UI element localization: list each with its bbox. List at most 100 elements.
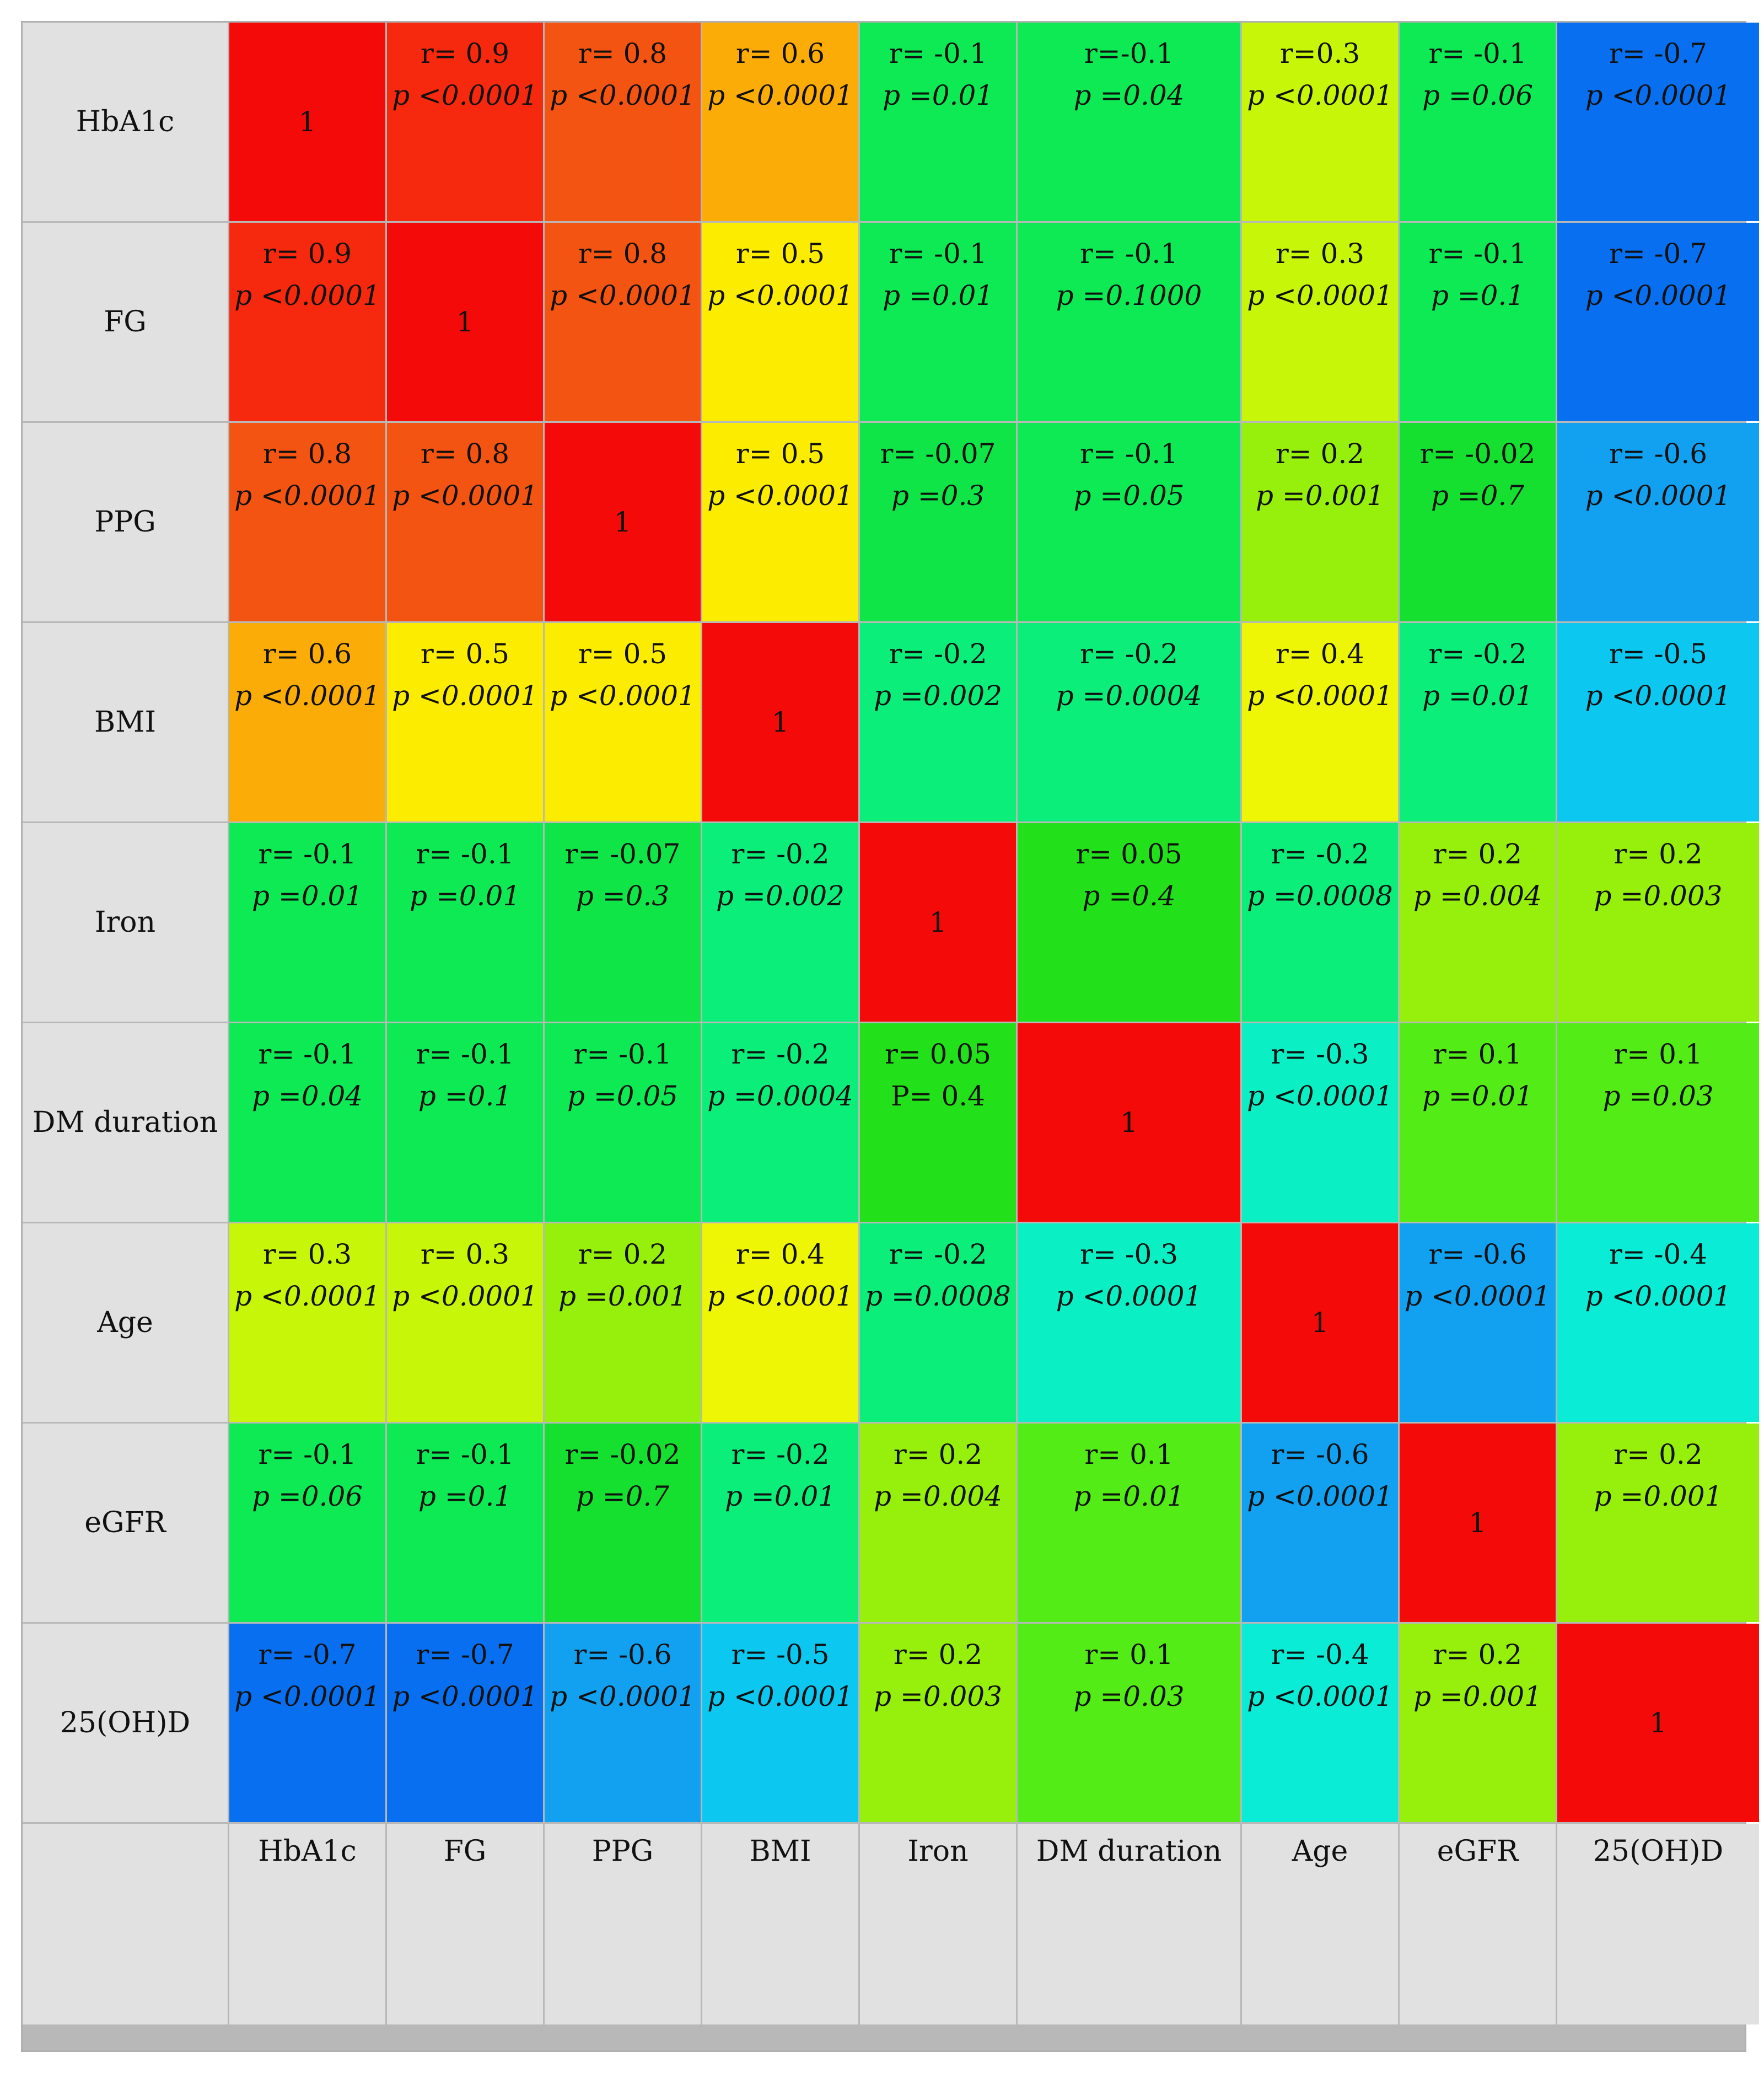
cell-p-label: p =0.0004	[707, 1080, 853, 1112]
heatmap-cell-bmi-25-oh-d: r= -0.5 p <0.0001	[1557, 623, 1759, 821]
corner-cell	[23, 1824, 228, 2024]
cell-value-label: 1	[1649, 1707, 1667, 1739]
heatmap-cell-fg-hba1c: r= 0.9 p <0.0001	[229, 223, 385, 421]
cell-r-label: r= -0.6	[1428, 1238, 1527, 1270]
cell-p-label: p <0.0001	[392, 1680, 538, 1712]
cell-p-label: p <0.0001	[1247, 79, 1393, 111]
heatmap-cell-fg-egfr: r= -0.1 p =0.1	[1400, 223, 1556, 421]
cell-r-label: r= -0.4	[1271, 1639, 1369, 1671]
heatmap-cell-bmi-egfr: r= -0.2 p =0.01	[1400, 623, 1556, 821]
cell-p-label: p =0.001	[1594, 1480, 1723, 1512]
cell-r-label: r= -0.1	[1428, 238, 1527, 270]
heatmap-cell-ppg-dm-duration: r= -0.1 p =0.05	[1018, 423, 1240, 621]
cell-p-label: p <0.0001	[234, 280, 380, 312]
cell-value-label: 1	[1120, 1107, 1138, 1138]
heatmap-cell-fg-iron: r= -0.1 p =0.01	[860, 223, 1016, 421]
cell-p-label: p =0.03	[1602, 1080, 1714, 1112]
column-label-bmi: BMI	[702, 1824, 858, 2024]
cell-r-label: r= -0.1	[889, 37, 987, 69]
cell-p-label: p =0.7	[576, 1480, 670, 1512]
cell-p-label: p =0.1	[1430, 280, 1525, 312]
cell-r-label: r= -0.1	[416, 1038, 514, 1070]
heatmap-cell-25-oh-d-dm-duration: r= 0.1 p =0.03	[1018, 1624, 1240, 1822]
cell-value-label: 1	[614, 506, 632, 538]
heatmap-cell-ppg-age: r= 0.2 p =0.001	[1242, 423, 1398, 621]
cell-r-label: r= 0.5	[735, 438, 825, 470]
cell-r-label: r= 0.9	[420, 37, 510, 69]
cell-r-label: r= -0.1	[416, 1438, 514, 1470]
heatmap-cell-bmi-iron: r= -0.2 p =0.002	[860, 623, 1016, 821]
cell-p-label: p <0.0001	[707, 1280, 853, 1312]
row-label-egfr: eGFR	[23, 1424, 228, 1622]
cell-p-label: p <0.0001	[550, 79, 696, 111]
heatmap-cell-fg-fg: 1	[387, 223, 543, 421]
cell-r-label: r= -0.1	[1079, 438, 1179, 470]
cell-r-label: r= 0.8	[578, 37, 668, 69]
cell-p-label: p <0.0001	[392, 1280, 538, 1312]
cell-r-label: r= 0.8	[578, 238, 668, 270]
cell-p-label: p <0.0001	[1247, 1080, 1393, 1112]
row-label-bmi: BMI	[23, 623, 228, 821]
cell-p-label: p <0.0001	[392, 480, 538, 512]
cell-p-label: p <0.0001	[1585, 280, 1731, 312]
cell-p-label: p <0.0001	[1585, 680, 1731, 712]
cell-p-label: p <0.0001	[392, 680, 538, 712]
heatmap-cell-iron-egfr: r= 0.2 p =0.004	[1400, 823, 1556, 1022]
cell-r-label: r= -0.5	[731, 1639, 830, 1671]
cell-value-label: 1	[771, 706, 789, 738]
cell-r-label: r= -0.1	[258, 838, 357, 870]
cell-r-label: r= -0.4	[1609, 1238, 1708, 1270]
cell-p-label: p <0.0001	[1405, 1280, 1551, 1312]
heatmap-cell-fg-bmi: r= 0.5 p <0.0001	[702, 223, 858, 421]
cell-r-label: r= -0.2	[731, 838, 830, 870]
heatmap-cell-25-oh-d-fg: r= -0.7 p <0.0001	[387, 1624, 543, 1822]
cell-r-label: r= -0.3	[1271, 1038, 1369, 1070]
heatmap-cell-bmi-hba1c: r= 0.6 p <0.0001	[229, 623, 385, 821]
cell-p-label: p =0.04	[251, 1080, 363, 1112]
heatmap-cell-age-25-oh-d: r= -0.4 p <0.0001	[1557, 1223, 1759, 1422]
cell-p-label: p =0.03	[1073, 1680, 1185, 1712]
cell-p-label: p =0.01	[1422, 680, 1534, 712]
cell-p-label: p =0.01	[251, 880, 363, 912]
cell-r-label: r= 0.1	[1614, 1038, 1703, 1070]
cell-p-label: p =0.01	[1422, 1080, 1534, 1112]
cell-p-label: p =0.01	[882, 79, 994, 111]
cell-r-label: r= 0.2	[1433, 1639, 1523, 1671]
cell-p-label: p =0.05	[1073, 480, 1185, 512]
column-label-egfr: eGFR	[1400, 1824, 1556, 2024]
cell-r-label: r= -0.2	[1079, 638, 1179, 670]
cell-p-label: p =0.3	[891, 480, 985, 512]
heatmap-cell-25-oh-d-egfr: r= 0.2 p =0.001	[1400, 1624, 1556, 1822]
cell-r-label: r= 0.3	[1275, 238, 1365, 270]
cell-r-label: r= 0.4	[735, 1238, 825, 1270]
cell-value-label: 1	[1311, 1307, 1329, 1339]
heatmap-cell-hba1c-bmi: r= 0.6 p <0.0001	[702, 23, 858, 221]
heatmap-cell-egfr-hba1c: r= -0.1 p =0.06	[229, 1424, 385, 1622]
cell-p-label: p =0.01	[724, 1480, 836, 1512]
cell-p-label: p =0.004	[1413, 880, 1542, 912]
cell-r-label: r= 0.5	[578, 638, 668, 670]
cell-r-label: r= -0.2	[731, 1438, 830, 1470]
cell-r-label: r= 0.6	[735, 37, 825, 69]
heatmap-cell-age-age: 1	[1242, 1223, 1398, 1422]
cell-p-label: p <0.0001	[1585, 79, 1731, 111]
column-label-hba1c: HbA1c	[229, 1824, 385, 2024]
cell-p-label: p =0.01	[409, 880, 521, 912]
cell-r-label: r= 0.9	[262, 238, 352, 270]
heatmap-cell-hba1c-hba1c: 1	[229, 23, 385, 221]
cell-r-label: r= -0.7	[258, 1639, 357, 1671]
cell-r-label: r= 0.5	[735, 238, 825, 270]
heatmap-cell-dm-duration-ppg: r= -0.1 p =0.05	[545, 1023, 701, 1222]
heatmap-cell-dm-duration-iron: r= 0.05 P= 0.4	[860, 1023, 1016, 1222]
cell-r-label: r= 0.8	[420, 438, 510, 470]
heatmap-cell-iron-bmi: r= -0.2 p =0.002	[702, 823, 858, 1022]
heatmap-cell-age-fg: r= 0.3 p <0.0001	[387, 1223, 543, 1422]
cell-r-label: r= 0.4	[1275, 638, 1365, 670]
cell-r-label: r= -0.6	[1271, 1438, 1369, 1470]
heatmap-cell-ppg-egfr: r= -0.02 p =0.7	[1400, 423, 1556, 621]
cell-r-label: r= -0.2	[889, 1238, 987, 1270]
cell-p-label: p <0.0001	[234, 480, 380, 512]
cell-r-label: r= 0.2	[1614, 838, 1703, 870]
heatmap-cell-egfr-bmi: r= -0.2 p =0.01	[702, 1424, 858, 1622]
heatmap-cell-ppg-fg: r= 0.8 p <0.0001	[387, 423, 543, 621]
